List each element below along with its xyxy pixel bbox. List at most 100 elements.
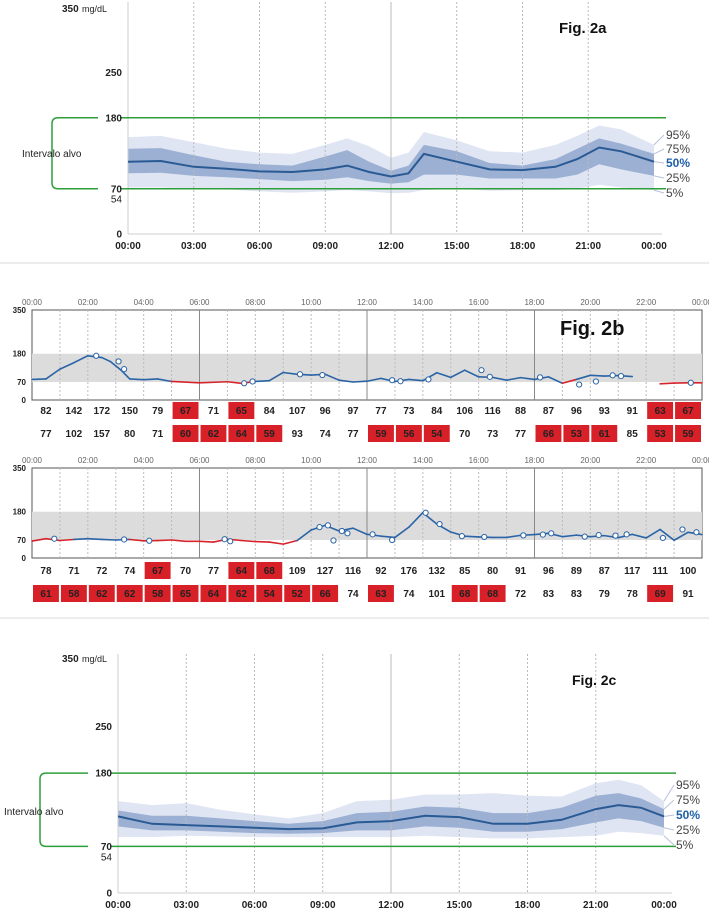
reading-marker — [227, 538, 234, 545]
glucose-segment — [338, 379, 354, 383]
reading-marker — [539, 531, 546, 538]
x-tick-label: 08:00 — [245, 456, 266, 465]
low-value-box — [256, 562, 283, 579]
glucose-segment — [282, 539, 299, 545]
reading-marker — [458, 533, 466, 540]
value-label: 87 — [543, 406, 555, 417]
percentile-leader — [653, 189, 665, 194]
percentile-label: 95% — [676, 778, 700, 792]
glucose-segment — [519, 376, 536, 381]
y-tick-label: 70 — [17, 536, 26, 545]
value-label: 84 — [431, 406, 443, 417]
x-tick-label: 20:00 — [580, 298, 601, 307]
x-tick-label: 22:00 — [636, 298, 657, 307]
low-value-box — [144, 562, 171, 579]
low-value-box — [256, 585, 283, 602]
fig-2c-y-top-label: 350 — [62, 654, 79, 665]
glucose-segment — [561, 378, 578, 385]
x-tick-label: 21:00 — [583, 900, 609, 911]
low-value-box — [423, 425, 450, 442]
low-value-box — [368, 585, 394, 602]
x-tick-label: 03:00 — [173, 900, 199, 911]
value-label: 74 — [403, 589, 415, 600]
low-value-label: 59 — [682, 429, 694, 440]
percentile-label: 25% — [666, 171, 690, 185]
value-label: 71 — [152, 429, 164, 440]
value-label: 73 — [403, 406, 415, 417]
value-label: 78 — [627, 589, 639, 600]
percentile-label: 5% — [666, 186, 684, 200]
x-tick-label: 00:00 — [115, 241, 141, 252]
y-tick-label: 350 — [13, 464, 27, 473]
value-label: 101 — [428, 589, 445, 600]
reading-marker — [115, 358, 122, 365]
fig-2a-target-label: Intervalo alvo — [22, 149, 82, 160]
y-tick-label: 54 — [101, 853, 113, 864]
glucose-segment — [463, 369, 480, 378]
low-value-label: 54 — [431, 429, 443, 440]
value-label: 97 — [347, 406, 359, 417]
y-tick-label: 0 — [116, 230, 122, 241]
reading-marker — [595, 532, 602, 539]
value-label: 96 — [543, 566, 555, 577]
value-label: 85 — [459, 566, 471, 577]
fig-2b-title: Fig. 2b — [560, 318, 624, 340]
glucose-segment — [31, 537, 47, 542]
x-tick-label: 00:00 — [641, 241, 667, 252]
low-value-label: 61 — [599, 429, 611, 440]
low-value-label: 58 — [152, 589, 164, 600]
low-value-box — [144, 585, 171, 602]
x-tick-label: 06:00 — [242, 900, 268, 911]
value-label: 70 — [180, 566, 192, 577]
low-value-label: 64 — [236, 429, 248, 440]
reading-marker — [425, 376, 432, 383]
glucose-segment — [352, 380, 368, 383]
reading-marker — [481, 533, 488, 541]
low-value-box — [116, 585, 143, 602]
reading-marker — [93, 352, 100, 359]
glucose-segment — [45, 368, 61, 380]
fig-2b-upper-value-table: 82 142 172 150 79 67 71 65 84 107 96 97 77 73 84 106 116… — [40, 402, 701, 442]
glucose-segment — [268, 541, 285, 545]
median-line — [117, 804, 665, 831]
percentile-label: 75% — [676, 793, 700, 807]
value-label: 71 — [208, 406, 220, 417]
low-value-box — [200, 585, 227, 602]
value-label: 78 — [40, 566, 52, 577]
glucose-segment — [435, 371, 452, 379]
glucose-segment — [631, 533, 647, 539]
x-tick-label: 15:00 — [444, 241, 470, 252]
value-label: 73 — [487, 429, 499, 440]
value-label: 72 — [515, 589, 527, 600]
value-label: 87 — [599, 566, 611, 577]
value-label: 88 — [515, 406, 527, 417]
low-value-box — [228, 585, 255, 602]
value-label: 132 — [428, 566, 445, 577]
low-value-label: 63 — [375, 589, 387, 600]
y-tick-label: 350 — [13, 306, 27, 315]
value-label: 84 — [264, 406, 276, 417]
x-tick-label: 18:00 — [515, 900, 541, 911]
fig-2a-y-top-label: 350 — [62, 4, 79, 15]
reading-marker — [121, 366, 128, 373]
value-label: 107 — [289, 406, 306, 417]
percentile-leader — [663, 835, 675, 846]
glucose-segment — [73, 537, 89, 541]
low-value-box — [535, 425, 562, 442]
value-label: 79 — [599, 589, 611, 600]
low-value-label: 52 — [292, 589, 304, 600]
low-value-label: 68 — [459, 589, 471, 600]
value-label: 142 — [66, 406, 83, 417]
fig-2b-lower-background — [31, 467, 703, 559]
y-tick-label: 70 — [111, 184, 123, 195]
reading-marker — [436, 520, 443, 528]
target-range-bracket — [51, 117, 98, 190]
glucose-segment — [366, 377, 382, 383]
low-value-label: 68 — [487, 589, 499, 600]
value-label: 77 — [515, 429, 527, 440]
